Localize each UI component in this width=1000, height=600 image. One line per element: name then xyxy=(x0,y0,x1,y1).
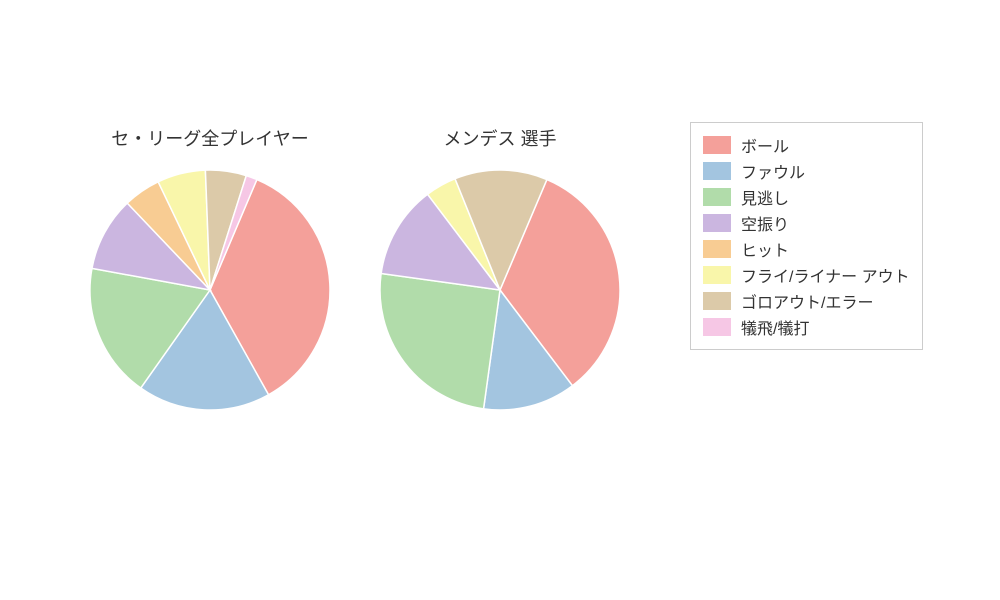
legend-item-hit: ヒット xyxy=(703,237,910,261)
pie-slice-look xyxy=(380,274,500,409)
legend-label: ゴロアウト/エラー xyxy=(741,289,873,313)
pie-chart-player xyxy=(380,170,620,410)
legend-item-sac: 犠飛/犠打 xyxy=(703,315,910,339)
legend-swatch-ball xyxy=(703,136,731,154)
legend-item-foul: ファウル xyxy=(703,159,910,183)
legend-label: 見逃し xyxy=(741,185,789,209)
legend-swatch-look xyxy=(703,188,731,206)
legend-swatch-sac xyxy=(703,318,731,336)
legend-swatch-ground xyxy=(703,292,731,310)
chart-title-league: セ・リーグ全プレイヤー xyxy=(111,125,308,151)
legend-item-look: 見逃し xyxy=(703,185,910,209)
legend: ボールファウル見逃し空振りヒットフライ/ライナー アウトゴロアウト/エラー犠飛/… xyxy=(690,122,923,350)
legend-item-fly: フライ/ライナー アウト xyxy=(703,263,910,287)
legend-label: ボール xyxy=(741,133,789,157)
legend-label: ファウル xyxy=(741,159,805,183)
legend-swatch-foul xyxy=(703,162,731,180)
legend-swatch-hit xyxy=(703,240,731,258)
legend-label: 空振り xyxy=(741,211,789,235)
legend-item-ground: ゴロアウト/エラー xyxy=(703,289,910,313)
legend-label: 犠飛/犠打 xyxy=(741,315,809,339)
chart-container: 35.517.918.110.0セ・リーグ全プレイヤー33.312.525.01… xyxy=(0,0,1000,600)
legend-swatch-fly xyxy=(703,266,731,284)
legend-item-swing: 空振り xyxy=(703,211,910,235)
pie-chart-league xyxy=(90,170,330,410)
chart-title-player: メンデス 選手 xyxy=(443,125,556,151)
legend-label: ヒット xyxy=(741,237,789,261)
legend-item-ball: ボール xyxy=(703,133,910,157)
legend-label: フライ/ライナー アウト xyxy=(741,263,910,287)
legend-swatch-swing xyxy=(703,214,731,232)
